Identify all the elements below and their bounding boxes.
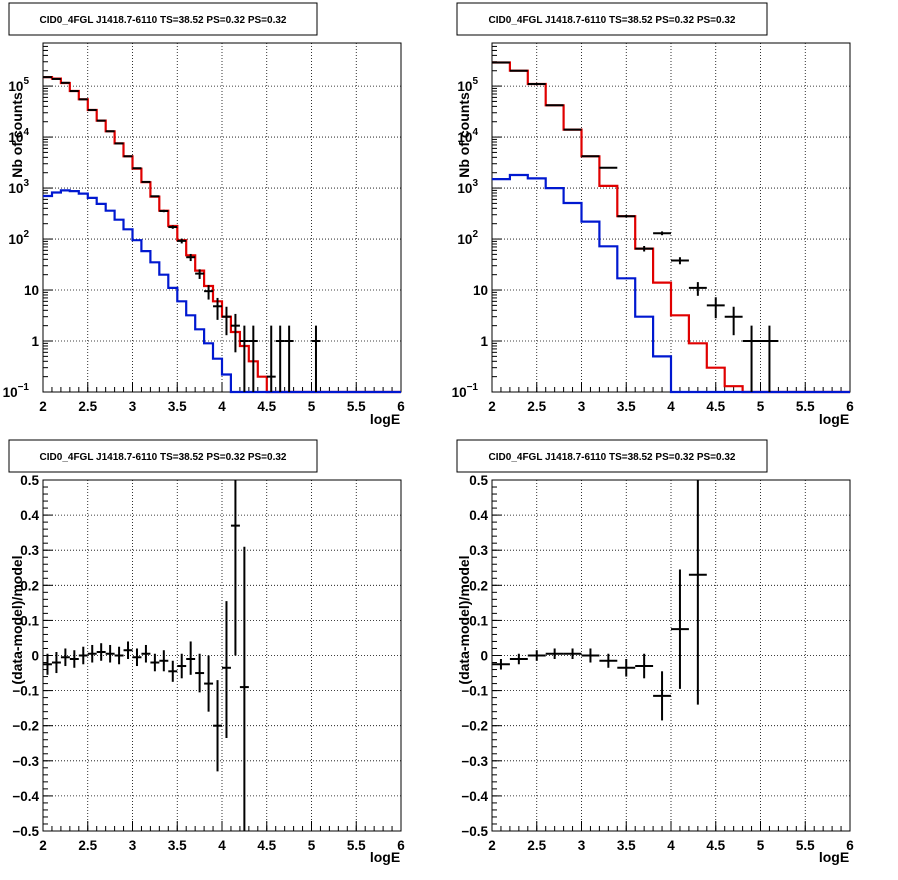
x-tick-label: 4.5	[706, 399, 725, 414]
y-tick-label: 0	[31, 649, 39, 664]
x-axis-label: logE	[819, 411, 849, 427]
x-tick-label: 6	[397, 399, 405, 414]
y-tick-label: −0.2	[12, 719, 39, 734]
y-tick-label: 10	[473, 283, 488, 298]
y-tick-label: 0.1	[20, 613, 39, 628]
plot-frame	[491, 479, 851, 832]
y-tick-label: −0.4	[461, 789, 488, 804]
y-tick-label: 10−1	[3, 382, 30, 400]
y-axis-label: Nb of counts	[9, 92, 25, 178]
x-tick-label: 3	[129, 838, 137, 853]
title-box	[456, 2, 768, 36]
y-tick-label: −0.1	[461, 684, 488, 699]
x-axis-label: logE	[370, 411, 400, 427]
y-tick-label: −0.5	[461, 824, 488, 839]
y-tick-label: 0.5	[20, 473, 39, 488]
y-tick-label: 0.4	[20, 508, 39, 523]
plot-frame	[42, 479, 402, 832]
series-line-1	[492, 173, 850, 394]
x-tick-label: 2	[488, 838, 496, 853]
y-tick-label: 0.2	[20, 578, 39, 593]
x-tick-label: 5	[757, 838, 765, 853]
x-tick-label: 5.5	[796, 838, 815, 853]
x-tick-label: 6	[397, 838, 405, 853]
x-tick-label: 5.5	[796, 399, 815, 414]
chart-title: CID0_4FGL J1418.7-6110 TS=38.52 PS=0.32 …	[489, 15, 736, 26]
y-tick-label: 103	[457, 178, 478, 196]
x-tick-label: 4	[218, 838, 226, 853]
x-tick-label: 4	[218, 399, 226, 414]
chart-title: CID0_4FGL J1418.7-6110 TS=38.52 PS=0.32 …	[40, 452, 287, 463]
x-tick-label: 2.5	[527, 399, 546, 414]
chart-title: CID0_4FGL J1418.7-6110 TS=38.52 PS=0.32 …	[489, 452, 736, 463]
y-tick-label: 104	[457, 127, 478, 145]
x-tick-label: 5	[757, 399, 765, 414]
x-tick-label: 4.5	[257, 838, 276, 853]
x-tick-label: 2	[39, 838, 47, 853]
x-tick-label: 5	[308, 838, 316, 853]
series-line-1	[43, 189, 401, 394]
y-tick-label: 0.4	[469, 508, 488, 523]
x-tick-label: 6	[846, 399, 854, 414]
y-tick-label: 10−1	[452, 382, 479, 400]
x-tick-label: 2.5	[527, 838, 546, 853]
x-tick-label: 3.5	[617, 838, 636, 853]
y-tick-label: 0.3	[20, 543, 39, 558]
y-tick-label: 0	[480, 649, 488, 664]
x-tick-label: 5.5	[347, 838, 366, 853]
y-tick-label: 102	[8, 229, 29, 247]
y-tick-label: −0.3	[461, 754, 488, 769]
panel-top-right: 2 2.5 3 3.5 4 4.5 5 5.5 6 10−1 1 10 102 103 104 105 CID0…	[452, 2, 854, 427]
y-tick-label: −0.3	[12, 754, 39, 769]
x-tick-label: 3.5	[168, 838, 187, 853]
y-axis-label: Nb of counts	[456, 92, 472, 178]
y-tick-label: −0.2	[461, 719, 488, 734]
title-box	[8, 439, 318, 473]
title-box	[456, 439, 768, 473]
y-tick-label: 0.1	[469, 613, 488, 628]
y-tick-label: 0.2	[469, 578, 488, 593]
x-tick-label: 2.5	[78, 838, 97, 853]
x-tick-label: 6	[846, 838, 854, 853]
x-tick-label: 4.5	[706, 838, 725, 853]
panel-bottom-left: 2 2.5 3 3.5 4 4.5 5 5.5 6 −0.5 −0.4 −0.3 −0.2 −0.1 0 0.…	[8, 439, 405, 865]
y-tick-label: 102	[457, 229, 478, 247]
chart-title: CID0_4FGL J1418.7-6110 TS=38.52 PS=0.32 …	[40, 15, 287, 26]
y-tick-label: 105	[457, 76, 478, 94]
x-tick-label: 2.5	[78, 399, 97, 414]
x-tick-label: 4	[667, 838, 675, 853]
x-tick-label: 3	[129, 399, 137, 414]
x-tick-label: 3.5	[617, 399, 636, 414]
x-axis-label: logE	[370, 849, 400, 865]
x-tick-label: 4	[667, 399, 675, 414]
x-tick-label: 2	[39, 399, 47, 414]
y-tick-label: 10	[24, 283, 39, 298]
x-axis-label: logE	[819, 849, 849, 865]
x-tick-label: 5	[308, 399, 316, 414]
y-tick-label: 0.3	[469, 543, 488, 558]
x-tick-label: 3	[578, 399, 586, 414]
y-tick-label: −0.5	[12, 824, 39, 839]
y-tick-label: 104	[8, 127, 29, 145]
x-tick-label: 4.5	[257, 399, 276, 414]
y-axis-label: (data-model)/model	[456, 555, 472, 684]
y-tick-label: −0.1	[12, 684, 39, 699]
title-box	[8, 2, 318, 36]
y-tick-label: 1	[31, 334, 39, 349]
y-tick-label: 0.5	[469, 473, 488, 488]
x-tick-label: 5.5	[347, 399, 366, 414]
y-tick-label: 103	[8, 178, 29, 196]
x-tick-label: 3.5	[168, 399, 187, 414]
x-tick-label: 3	[578, 838, 586, 853]
x-tick-label: 2	[488, 399, 496, 414]
y-tick-label: 105	[8, 76, 29, 94]
panel-top-left: 2 2.5 3 3.5 4 4.5 5 5.5 6 10−1 1 10 102 103 104 105 CID0…	[3, 2, 405, 427]
y-axis-label: (data-model)/model	[9, 555, 25, 684]
y-tick-label: −0.4	[12, 789, 39, 804]
panel-bottom-right: 2 2.5 3 3.5 4 4.5 5 5.5 6 −0.5 −0.4 −0.3 −0.2 −0.1 0 0.…	[456, 439, 854, 865]
y-tick-label: 1	[480, 334, 488, 349]
